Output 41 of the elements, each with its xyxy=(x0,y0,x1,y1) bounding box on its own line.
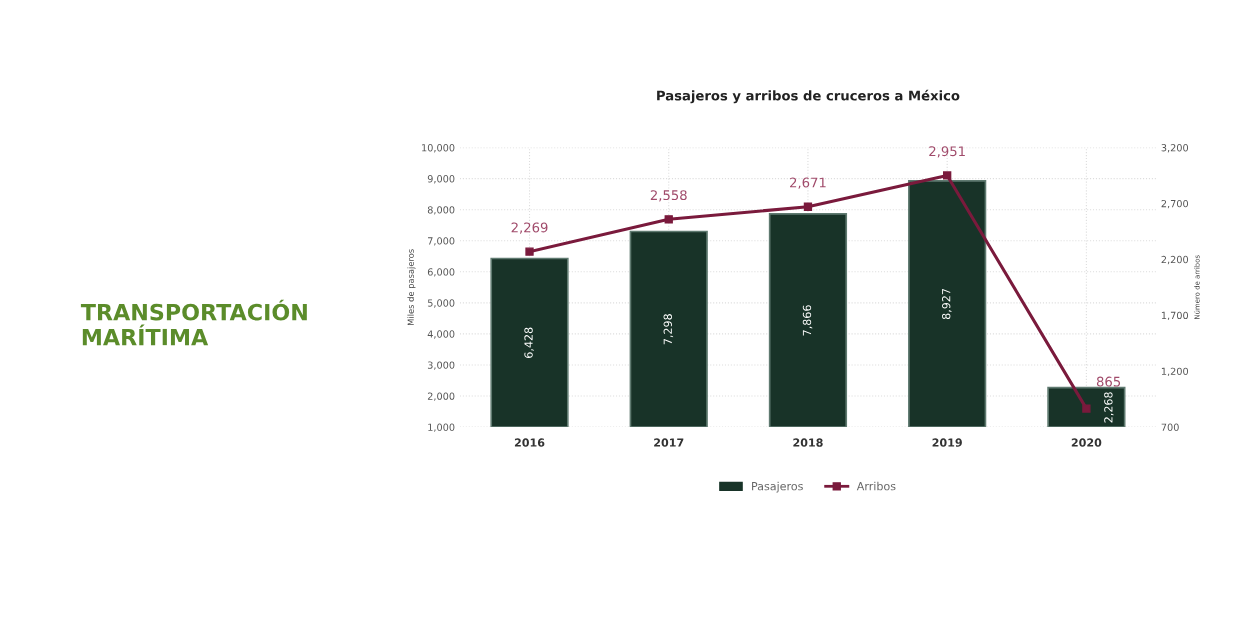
x-tick-label: 2018 xyxy=(793,438,823,447)
data-label: 6,428 xyxy=(524,327,534,358)
y-axis-title: Miles de pasajeros xyxy=(407,249,416,325)
text: TRANSPORTACIÓN MARÍTIMA xyxy=(80,299,307,346)
y2-tick-label: 2,700 xyxy=(1161,199,1189,209)
point xyxy=(525,247,534,256)
x-tick-label: 2020 xyxy=(1071,438,1102,447)
point xyxy=(803,202,813,211)
y-tick-label: 10,000 xyxy=(422,144,455,153)
y2-tick-label: 700 xyxy=(1161,423,1179,431)
data-label: 7,298 xyxy=(663,314,674,345)
y-tick-label: 5,000 xyxy=(427,299,455,308)
legend-label: Pasajeros xyxy=(752,481,803,493)
y-tick-label: 9,000 xyxy=(427,175,455,184)
legend-label: Arribos xyxy=(856,481,896,491)
data-label: 2,558 xyxy=(650,190,687,202)
y2-tick-label: 1,200 xyxy=(1161,367,1189,376)
x-tick-label: 2019 xyxy=(932,438,962,447)
y-tick-label: 6,000 xyxy=(427,268,455,277)
point xyxy=(942,171,952,180)
point xyxy=(1082,404,1091,413)
x-tick-label: 2017 xyxy=(654,438,684,447)
x-tick-label: 2016 xyxy=(514,438,545,447)
data-label: 8,927 xyxy=(941,289,952,320)
y-tick-label: 7,000 xyxy=(428,237,455,246)
y-tick-label: 2,000 xyxy=(427,392,455,401)
y2-tick-label: 2,200 xyxy=(1161,255,1189,265)
y-tick-label: 1,000 xyxy=(428,423,455,432)
y-tick-label: 8,000 xyxy=(427,206,455,215)
data-label: 865 xyxy=(1096,376,1121,387)
y-tick-label: 3,000 xyxy=(427,361,455,370)
data-label: 7,866 xyxy=(802,305,813,336)
data-label: 2,951 xyxy=(929,146,965,158)
data-label: 2,671 xyxy=(790,177,826,189)
chart-title: Pasajeros y arribos de cruceros a México xyxy=(657,89,960,104)
point xyxy=(664,215,673,224)
y2-tick-label: 3,200 xyxy=(1161,144,1189,153)
y2-tick-label: 1,700 xyxy=(1161,311,1189,321)
data-label: 2,269 xyxy=(511,222,548,234)
y-tick-label: 4,000 xyxy=(427,330,455,339)
data-label: 2,268 xyxy=(1104,392,1114,423)
